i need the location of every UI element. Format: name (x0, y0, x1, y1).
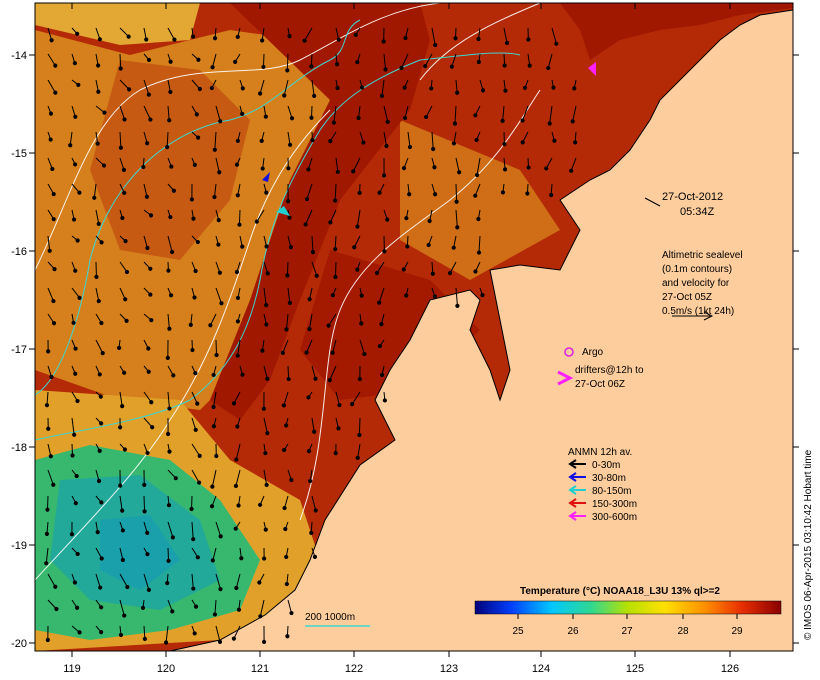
map-field (35, 3, 793, 651)
colorbar-tick-label: 25 (512, 626, 524, 637)
x-tick-label: 122 (345, 663, 363, 675)
mooring-marker-cyan (276, 206, 290, 216)
anmn-item-label: 80-150m (592, 486, 631, 497)
land-mass (169, 3, 793, 651)
depth-label: 200 1000m (305, 612, 355, 623)
anmn-legend: ANMN 12h av. 0-30m 30-80m 80-150m 150-300m 3… (568, 447, 637, 523)
drifter-icon (557, 370, 574, 386)
x-tick-label: 124 (532, 663, 550, 675)
anmn-title: ANMN 12h av. (568, 447, 632, 458)
plot-frame (34, 2, 794, 652)
y-axis: -14 -15 -16 -17 -18 -19 -20 (11, 50, 799, 650)
argo-label: Argo (582, 347, 604, 358)
drifters-line: 27-Oct 06Z (575, 379, 625, 390)
altimetry-line: 0.5m/s (1kt 24h) (662, 306, 734, 317)
time-label: 05:34Z (680, 206, 715, 218)
argo-drifters-legend: Argo drifters@12h to 27-Oct 06Z (557, 347, 644, 390)
x-tick-label: 119 (63, 663, 81, 675)
colorbar-tick-label: 26 (567, 626, 579, 637)
mooring-marker-magenta (588, 62, 596, 76)
sealevel-contours (35, 3, 541, 581)
drifters-line: drifters@12h to (575, 365, 644, 376)
x-axis: 119 120 121 122 123 124 125 126 (63, 3, 739, 675)
anmn-item-label: 300-600m (592, 512, 637, 523)
x-tick-label: 126 (721, 663, 739, 675)
credit-text: © IMOS 06-Apr-2015 03:10:42 Hobart time (803, 449, 814, 640)
anmn-item-label: 0-30m (592, 460, 620, 471)
y-tick-label: -17 (11, 344, 27, 356)
altimetry-line: and velocity for (662, 278, 730, 289)
velocity-arrows (44, 27, 578, 645)
argo-icon (564, 347, 574, 357)
y-tick-label: -16 (11, 246, 27, 258)
x-tick-label: 125 (626, 663, 644, 675)
y-tick-label: -20 (11, 638, 27, 650)
colorbar: Temperature (°C) NOAA18_L3U 13% ql>=2 25… (474, 586, 782, 637)
colorbar-tick-label: 28 (677, 626, 689, 637)
anmn-item-label: 150-300m (592, 499, 637, 510)
y-tick-label: -18 (11, 442, 27, 454)
colorbar-tick-label: 29 (731, 626, 743, 637)
mooring-marker-blue (262, 172, 270, 182)
date-label: 27-Oct-2012 (662, 191, 723, 203)
colorbar-title: Temperature (°C) NOAA18_L3U 13% ql>=2 (520, 586, 720, 597)
y-tick-label: -15 (11, 148, 27, 160)
altimetry-line: (0.1m contours) (662, 264, 732, 275)
altimetry-legend: Altimetric sealevel (0.1m contours) and … (662, 250, 743, 321)
anmn-item-label: 30-80m (592, 473, 626, 484)
altimetry-line: Altimetric sealevel (662, 250, 743, 261)
altimetry-line: 27-Oct 05Z (662, 292, 712, 303)
y-tick-label: -19 (11, 540, 27, 552)
x-tick-label: 120 (157, 663, 175, 675)
x-tick-label: 123 (440, 663, 458, 675)
colorbar-tick-label: 27 (621, 626, 633, 637)
x-tick-label: 121 (251, 663, 269, 675)
y-tick-label: -14 (11, 50, 27, 62)
colorbar-gradient (474, 600, 782, 615)
